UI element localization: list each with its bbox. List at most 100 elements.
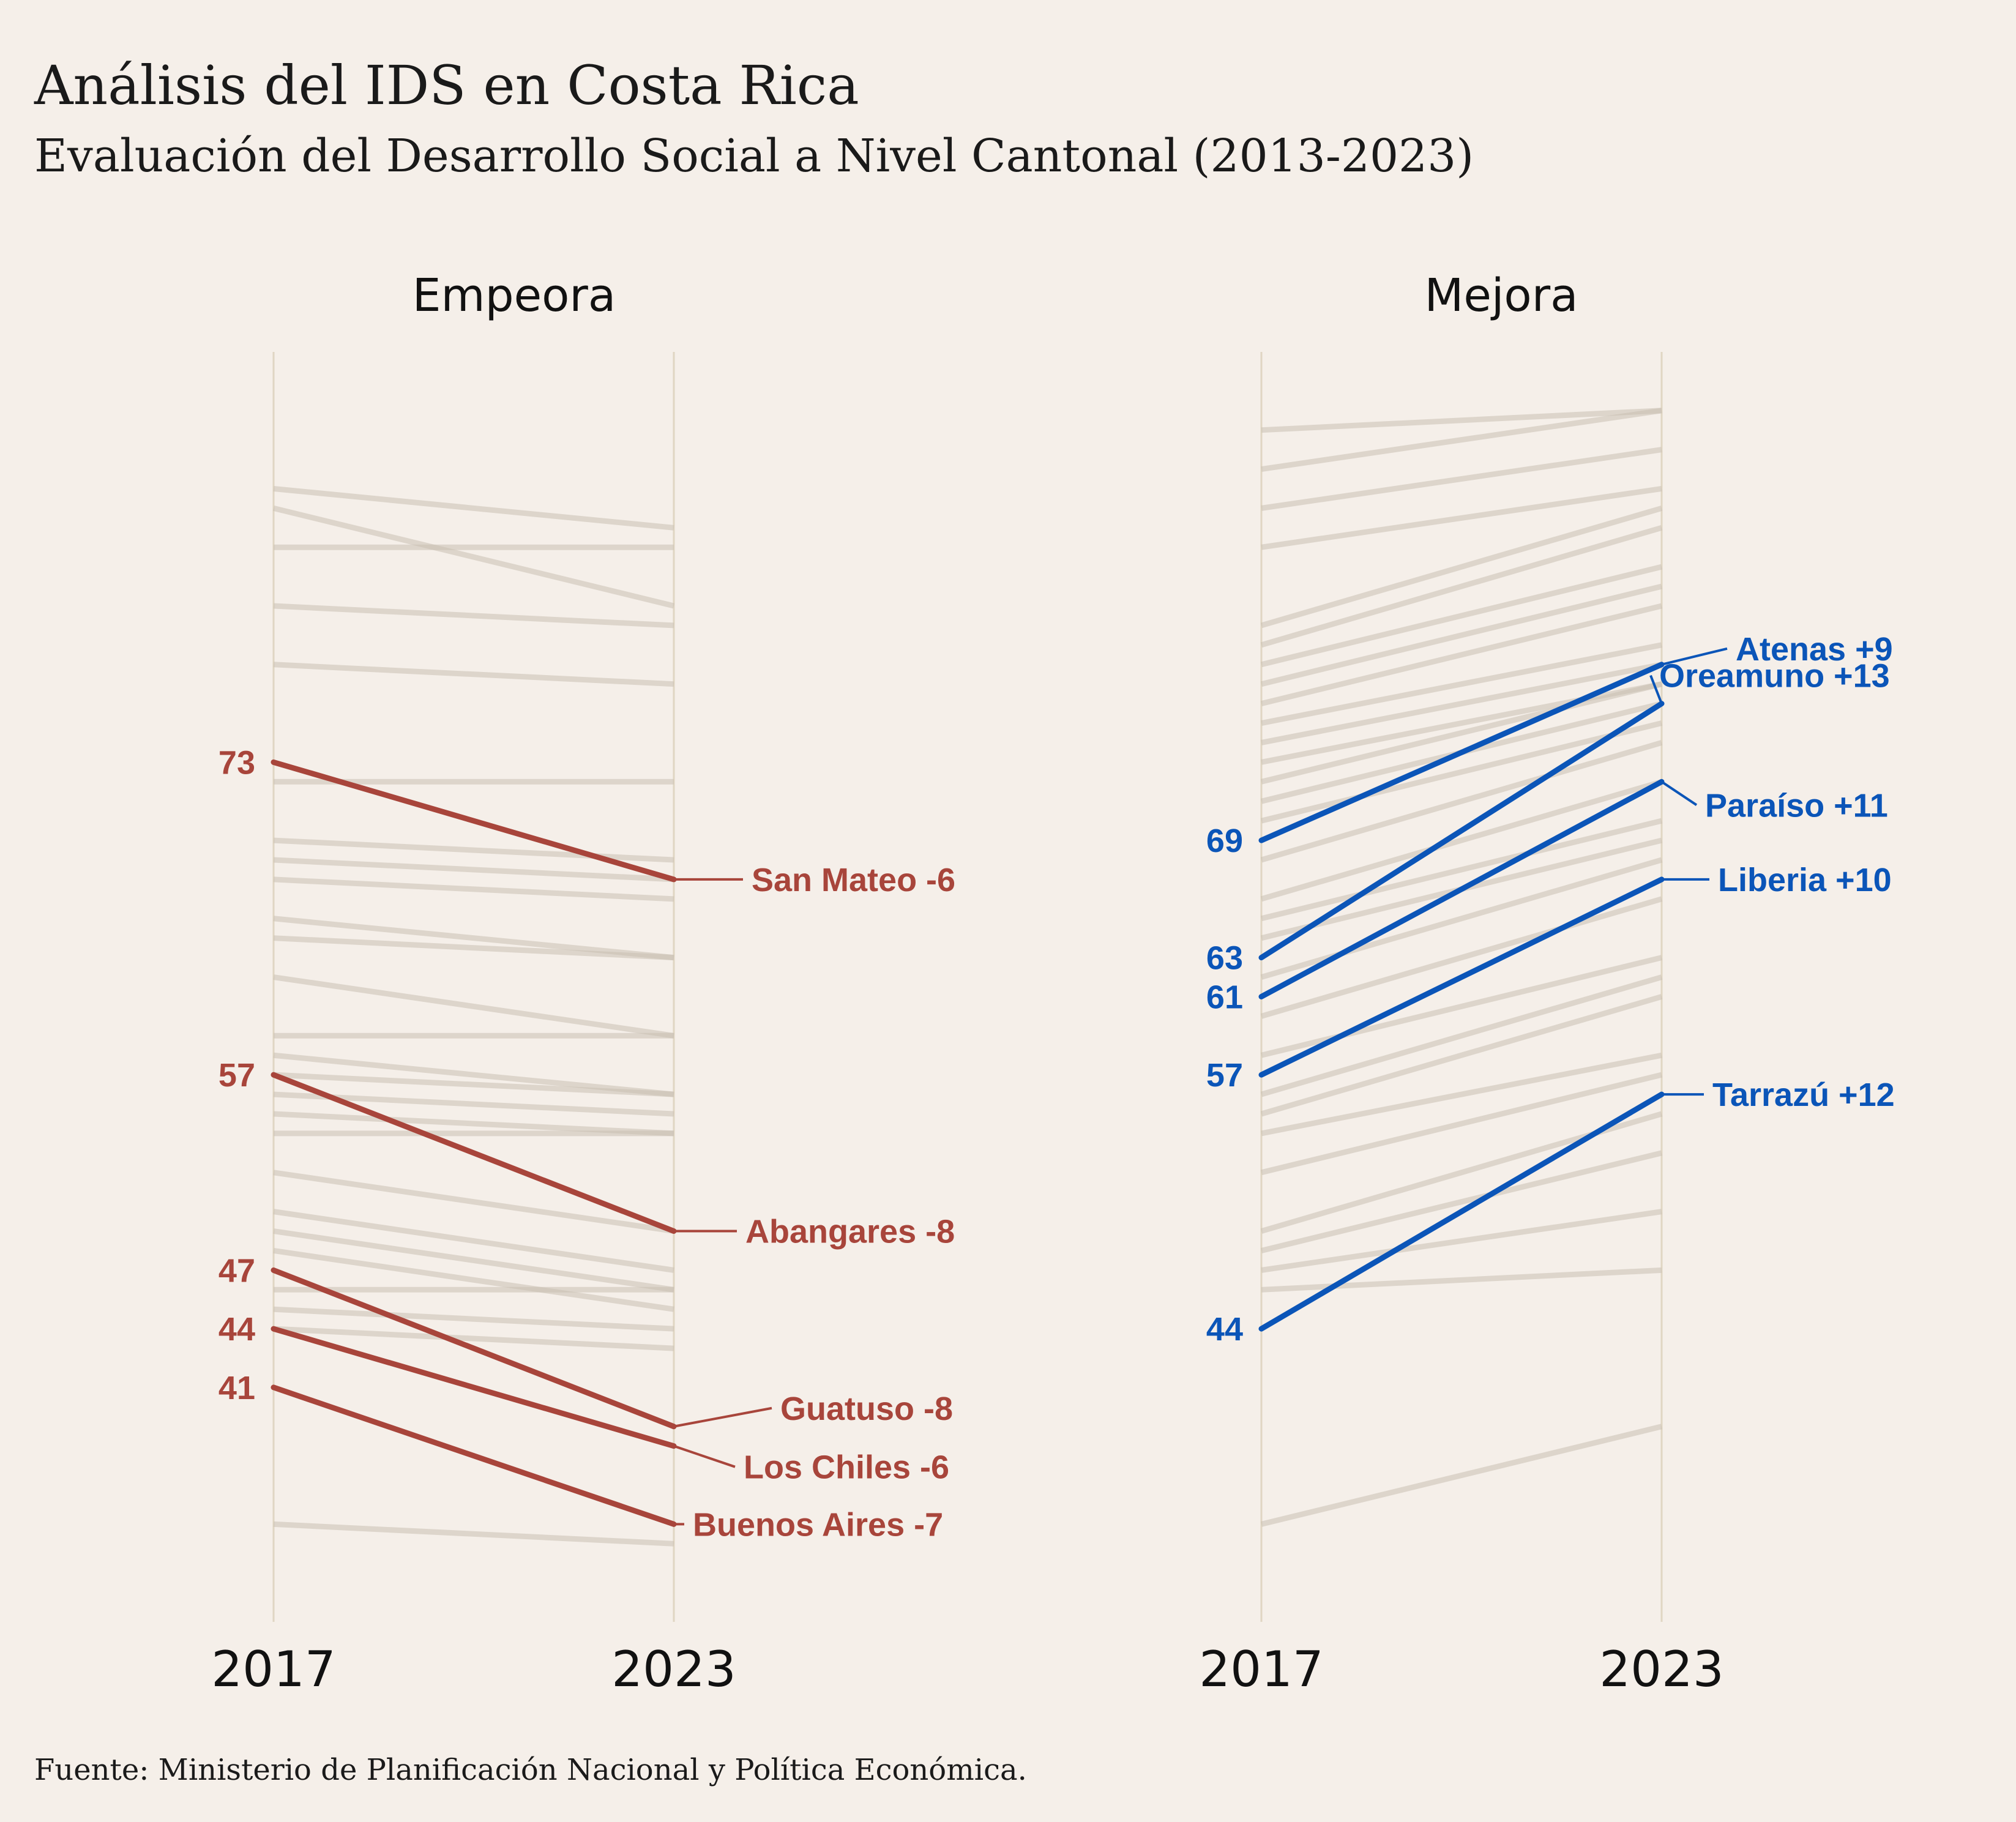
chart-subtitle: Evaluación del Desarrollo Social a Nivel… [34, 130, 1474, 182]
series-end-label: Paraíso +11 [1705, 787, 1888, 824]
background-series-line [1260, 994, 1663, 1117]
background-series-line [1260, 583, 1663, 687]
label-leader-line [1649, 674, 1663, 704]
start-value-label: 57 [1206, 1057, 1243, 1094]
highlight-lines: 73 San Mateo -6 57 Abangares -8 47 Guatuso -8… [218, 744, 955, 1543]
highlight-series-line [1258, 1091, 1665, 1332]
background-series-line [272, 506, 675, 609]
background-lines [272, 485, 675, 1547]
highlight-lines: 69 Atenas +9 63 Oreamuno +13 61 Paraíso +11 57… [1206, 631, 1895, 1348]
highlight-series-line [1258, 701, 1665, 961]
start-value-label: 73 [218, 744, 255, 781]
background-series-line [1260, 740, 1663, 863]
facet-title-empeora: Empeora [413, 269, 616, 322]
background-series-line [1260, 681, 1663, 785]
series-end-label: Atenas +9 [1736, 631, 1893, 668]
label-leader-line [1661, 647, 1728, 666]
background-series-line [273, 837, 674, 863]
highlight-series-line [271, 1326, 677, 1449]
background-series-line [273, 857, 674, 883]
start-value-label: 47 [218, 1252, 255, 1289]
highlight-series-line [1258, 778, 1665, 999]
start-value-label: 57 [218, 1057, 255, 1094]
background-series-line [273, 916, 674, 961]
background-series-line [273, 1091, 674, 1117]
series-end-label: Liberia +10 [1718, 862, 1892, 898]
background-series-line [273, 1209, 674, 1273]
label-leader-line [673, 1444, 736, 1468]
highlight-series-line [271, 1384, 677, 1527]
background-series-line [1260, 564, 1663, 668]
background-series-line [1260, 778, 1663, 902]
highlight-series-line [1258, 662, 1665, 843]
background-series-line [1261, 662, 1662, 745]
background-series-line [1261, 486, 1662, 550]
background-series-line [1260, 974, 1663, 1097]
start-value-label: 69 [1206, 823, 1243, 859]
background-series-line [1261, 1052, 1662, 1137]
background-series-line [1260, 1072, 1663, 1176]
start-value-label: 44 [218, 1311, 255, 1348]
background-series-line [1261, 408, 1662, 433]
highlight-series-line [1258, 876, 1665, 1078]
series-end-label: San Mateo -6 [752, 862, 955, 898]
background-series-line [273, 974, 674, 1039]
background-series-line [1261, 1209, 1662, 1273]
background-series-line [273, 603, 674, 629]
x-tick-start: 2017 [211, 1641, 336, 1698]
panel-mejora: Mejora 69 Atenas +9 63 Oreamuno +13 61 Paraís… [1199, 269, 1894, 1698]
x-tick-start: 2017 [1199, 1641, 1324, 1698]
background-series-line [273, 1072, 674, 1097]
year-axis-lines [1260, 352, 1663, 1622]
background-series-line [273, 1111, 674, 1137]
series-end-label: Guatuso -8 [780, 1391, 953, 1427]
label-leader-line [1660, 780, 1698, 806]
start-value-label: 41 [218, 1370, 255, 1406]
background-series-line [273, 485, 674, 531]
background-series-line [273, 1521, 674, 1547]
background-series-line [1261, 447, 1662, 511]
highlight-series-line [271, 1267, 677, 1430]
background-series-line [273, 662, 674, 687]
background-series-line [273, 1306, 674, 1332]
chart-title: Análisis del IDS en Costa Rica [34, 54, 859, 117]
background-series-line [1260, 1150, 1663, 1253]
background-series-line [1261, 1267, 1662, 1293]
background-series-line [1260, 857, 1663, 980]
background-series-line [1260, 603, 1663, 706]
series-end-label: Los Chiles -6 [744, 1449, 949, 1486]
start-value-label: 44 [1206, 1311, 1243, 1348]
background-series-line [1260, 506, 1663, 629]
background-series-line [1260, 818, 1663, 922]
panel-empeora: Empeora 73 San Mateo -6 57 Abangares -8 47 Gu… [211, 269, 955, 1698]
x-tick-end: 2023 [611, 1641, 736, 1698]
background-series-line [1261, 681, 1662, 765]
background-series-line [1260, 1424, 1663, 1527]
highlight-series-line [271, 759, 677, 883]
background-series-line [1260, 955, 1663, 1058]
background-series-line [273, 876, 674, 902]
background-series-line [1261, 642, 1662, 726]
series-end-label: Abangares -8 [745, 1214, 955, 1250]
background-series-line [273, 1170, 674, 1234]
x-tick-end: 2023 [1599, 1641, 1724, 1698]
background-series-line [273, 1326, 674, 1351]
series-end-label: Oreamuno +13 [1659, 658, 1890, 695]
background-series-line [273, 1248, 674, 1312]
series-end-label: Tarrazú +12 [1712, 1077, 1895, 1113]
background-series-line [273, 935, 674, 961]
label-leader-line [673, 1406, 772, 1428]
facet-title-mejora: Mejora [1425, 269, 1578, 322]
background-series-line [1260, 896, 1663, 1019]
background-series-line [273, 1052, 674, 1097]
year-axis-lines [272, 352, 675, 1622]
series-end-label: Buenos Aires -7 [693, 1506, 943, 1543]
background-series-line [1260, 720, 1663, 824]
background-series-line [273, 1228, 674, 1293]
background-series-line [1261, 408, 1662, 472]
start-value-label: 61 [1206, 979, 1243, 1015]
highlight-series-line [271, 1072, 677, 1234]
chart-caption: Fuente: Ministerio de Planificación Naci… [34, 1753, 1027, 1787]
start-value-label: 63 [1206, 940, 1243, 977]
